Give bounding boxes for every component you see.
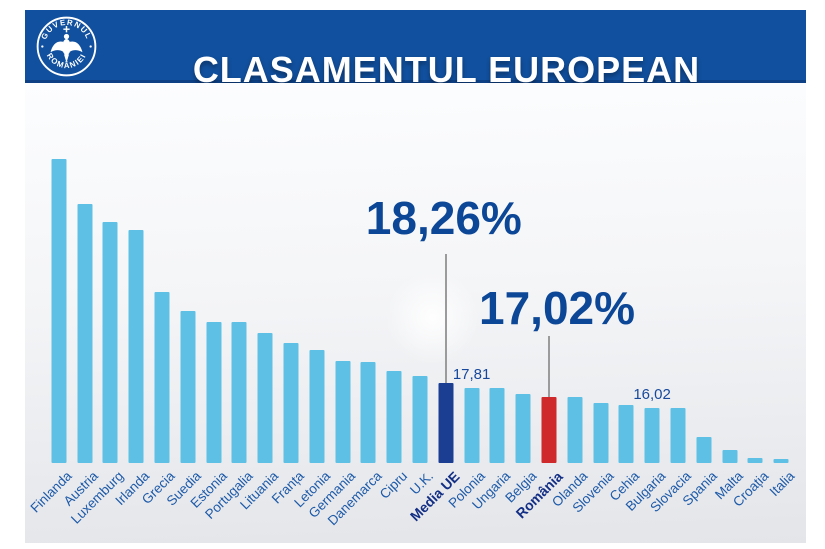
- bar-slot: Cehia: [607, 93, 642, 504]
- bar-slot: Irlanda: [112, 93, 152, 508]
- bar: [128, 229, 144, 463]
- bar-slot: Bulgaria: [623, 93, 668, 514]
- bar-slot: Italia: [766, 93, 797, 499]
- bar: [231, 321, 247, 463]
- bar-label: Cipru: [376, 468, 411, 502]
- bar-slot: Polonia: [445, 93, 488, 511]
- bar: [51, 159, 67, 463]
- bar: [722, 449, 738, 463]
- bar-label: Italia: [766, 468, 798, 500]
- bar: [206, 321, 222, 463]
- bar: [180, 310, 196, 463]
- bar-slot: Germania: [306, 93, 359, 521]
- bar: [541, 396, 557, 463]
- bar: [283, 342, 299, 463]
- guvernul-romaniei-logo-icon: GUVERNUL ROMÂNIEI: [35, 15, 98, 78]
- bar-slot: România: [513, 93, 566, 521]
- bar-slot: Franța: [269, 93, 307, 506]
- bar-slot: U.K.: [407, 93, 436, 497]
- bar: [438, 382, 454, 463]
- bar: [257, 332, 273, 463]
- coat-of-arms-eagle-icon: [50, 26, 83, 63]
- bar-slot: Slovacia: [647, 93, 694, 515]
- bar-slot: Media UE: [407, 93, 462, 524]
- bar-slot: Spania: [679, 93, 720, 509]
- bar: [412, 375, 428, 463]
- bar-slot: Olanda: [549, 93, 591, 510]
- bar: [386, 370, 402, 463]
- watermark-circle: [385, 270, 480, 365]
- bar-slot: Slovenia: [569, 93, 617, 516]
- bar: [696, 436, 712, 463]
- bar: [360, 362, 376, 463]
- bar-slot: Cipru: [377, 93, 410, 502]
- bar: [670, 408, 686, 463]
- bar: [77, 204, 93, 463]
- bar: [567, 396, 583, 463]
- bar-slot: Finlanda: [28, 93, 75, 516]
- bar: [644, 407, 660, 463]
- bar: [102, 222, 118, 463]
- bar-slot: Grecia: [139, 93, 178, 507]
- header-band: GUVERNUL ROMÂNIEI CLASAMENTUL EUROPEAN: [25, 10, 806, 90]
- bar-slot: Austria: [60, 93, 101, 509]
- bar: [593, 402, 609, 463]
- bar: [335, 361, 351, 463]
- bar: [618, 405, 634, 463]
- bar-slot: Lituania: [237, 93, 281, 512]
- bar-slot: Danemarca: [324, 93, 384, 528]
- page-title: CLASAMENTUL EUROPEAN: [192, 48, 701, 90]
- bar-slot: Luxemburg: [68, 93, 126, 527]
- bar-slot: Malta: [712, 93, 746, 502]
- bar-chart: Finlanda Austria Luxemburg Irlanda Grecia Sue…: [28, 93, 797, 528]
- bar: [747, 457, 763, 463]
- bar-slot: Croația: [730, 93, 771, 510]
- bar: [515, 393, 531, 463]
- bar-slot: Suedia: [163, 93, 204, 509]
- bar-slot: Ungaria: [469, 93, 513, 512]
- bar: [154, 291, 170, 463]
- bar-slot: Portugalia: [202, 93, 255, 522]
- bar-slot: Belgia: [502, 93, 539, 505]
- bar-slot: Estonia: [187, 93, 230, 511]
- bar: [309, 350, 325, 463]
- chart-panel: Finlanda Austria Luxemburg Irlanda Grecia Sue…: [25, 83, 806, 543]
- bar: [489, 388, 505, 463]
- bar: [464, 387, 480, 463]
- bar: [773, 458, 789, 463]
- bar-slot: Letonia: [291, 93, 333, 510]
